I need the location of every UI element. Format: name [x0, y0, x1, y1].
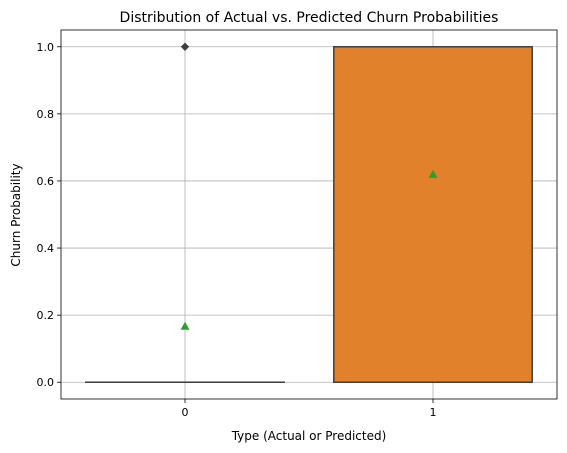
grid: [61, 30, 557, 399]
x-axis-label: Type (Actual or Predicted): [231, 429, 387, 443]
plot-frame: [60, 29, 558, 400]
axes-frame: [60, 29, 558, 400]
box-0: [85, 42, 285, 383]
y-tick-label: 0.2: [37, 309, 55, 322]
y-axis-label: Churn Probability: [9, 163, 23, 266]
outlier-point: [180, 42, 190, 51]
box-1: [333, 46, 533, 383]
y-tick-label: 0.6: [37, 175, 55, 188]
box-body: [333, 46, 533, 383]
mean-marker: [180, 321, 190, 330]
y-tick-label: 0.4: [37, 242, 55, 255]
mean-marker: [428, 169, 438, 178]
y-tick-label: 0.8: [37, 108, 55, 121]
chart-title: Distribution of Actual vs. Predicted Chu…: [120, 10, 499, 26]
boxes: [85, 42, 533, 383]
y-tick-label: 0.0: [37, 376, 55, 389]
x-tick-label: 0: [182, 406, 189, 419]
y-tick-label: 1.0: [37, 41, 55, 54]
x-tick-label: 1: [430, 406, 437, 419]
y-axis: 0.0 0.2 0.4 0.6 0.8 1.0: [37, 41, 61, 389]
